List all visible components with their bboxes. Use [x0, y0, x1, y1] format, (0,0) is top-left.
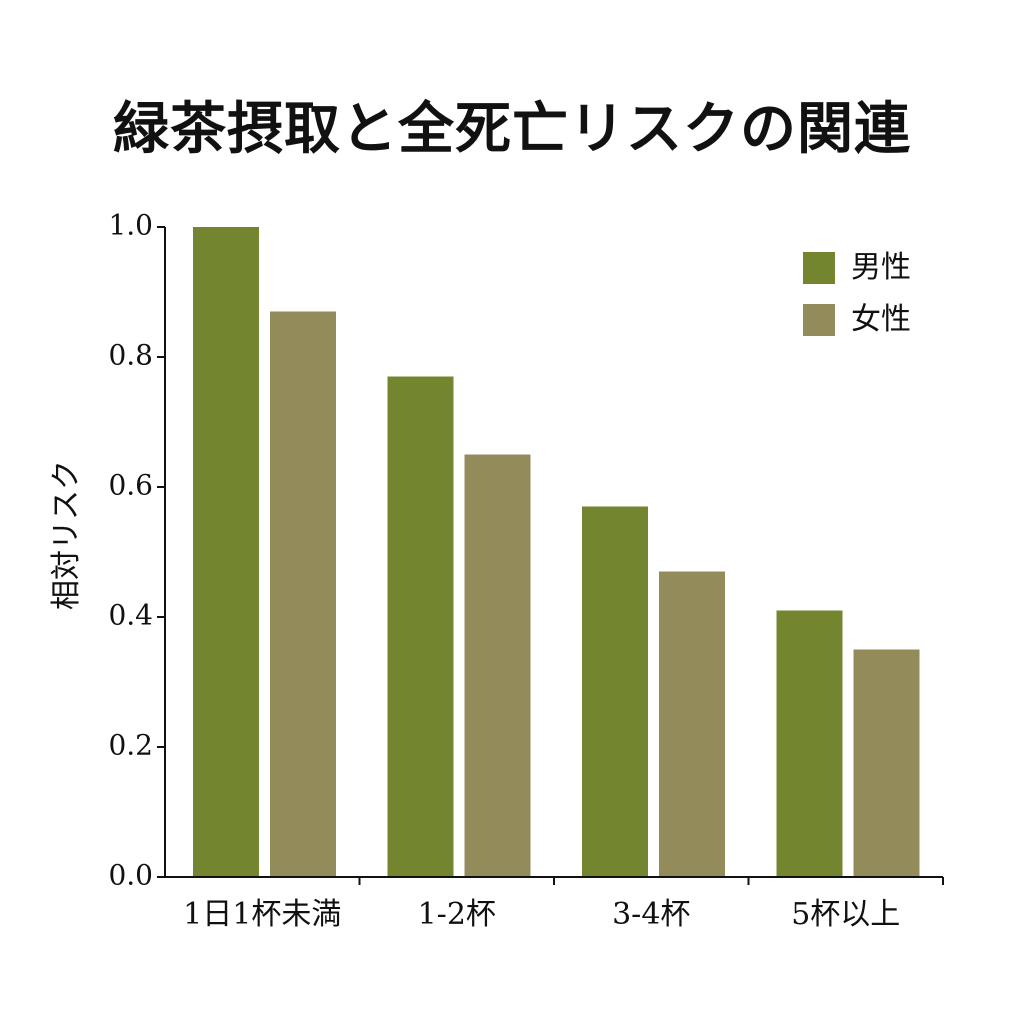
bar-male-2 — [387, 376, 454, 877]
legend-swatch-male — [803, 252, 835, 284]
bar-female-4 — [853, 649, 920, 877]
legend-swatch-female — [803, 304, 835, 336]
x-category-label: 1日1杯未満 — [183, 897, 341, 932]
x-axis-ticks: 1日1杯未満 1-2杯 3-4杯 5杯以上 — [183, 877, 944, 932]
y-tick-label: 0.0 — [108, 859, 153, 892]
y-axis-label: 相対リスク — [49, 460, 84, 610]
bar-male-4 — [776, 610, 843, 877]
y-tick-label: 0.8 — [108, 339, 153, 372]
bar-male-3 — [582, 506, 648, 877]
x-category-label: 3-4杯 — [612, 897, 690, 932]
bar-female-1 — [270, 311, 336, 877]
legend-label-female: 女性 — [851, 302, 911, 337]
y-tick-label: 0.6 — [108, 469, 153, 502]
bars-group — [193, 227, 920, 877]
y-tick-label: 0.4 — [108, 599, 153, 632]
bar-female-2 — [464, 454, 531, 877]
legend-label-male: 男性 — [851, 250, 911, 285]
x-category-label: 5杯以上 — [791, 897, 900, 932]
y-axis-ticks: 0.0 0.2 0.4 0.6 0.8 1.0 — [108, 209, 165, 892]
y-tick-label: 0.2 — [108, 729, 153, 762]
x-category-label: 1-2杯 — [418, 897, 496, 932]
bar-female-3 — [659, 571, 725, 877]
chart-title: 緑茶摂取と全死亡リスクの関連 — [113, 96, 911, 162]
y-tick-label: 1.0 — [108, 209, 153, 242]
bar-male-1 — [193, 227, 259, 877]
